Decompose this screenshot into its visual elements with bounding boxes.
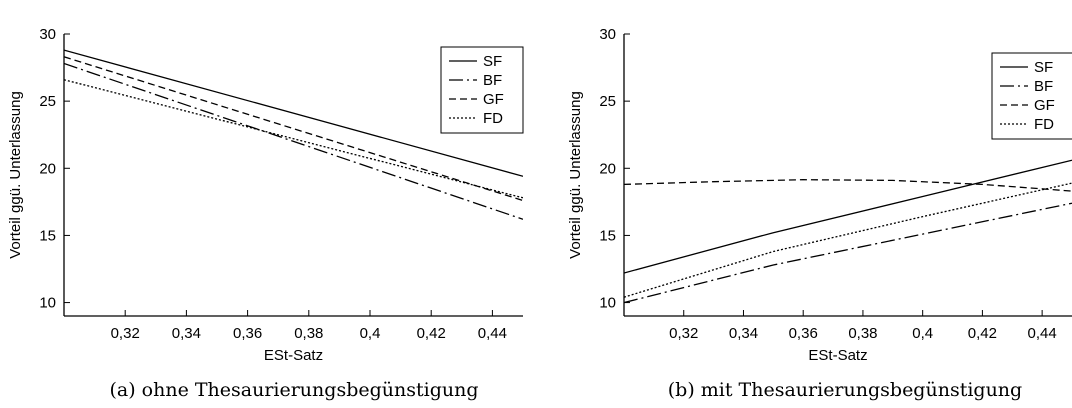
y-axis-label: Vorteil ggü. Unterlassung [567,91,584,259]
x-tick-label: 0,44 [478,325,507,342]
series-line-sf [624,159,1072,274]
y-tick-label: 15 [599,227,616,244]
chart-panel-b: 10 15 20 25 30 0,32 0,34 0,36 0,38 0,4 0,42 0,44 ESt… [567,26,1072,401]
x-tick-label: 0,4 [912,325,933,342]
x-tick-label: 0,34 [729,325,758,342]
x-tick-label: 0,42 [417,325,446,342]
y-tick-label: 30 [39,26,56,43]
x-tick-label: 0,36 [233,325,262,342]
series-line-sf [64,49,523,177]
y-axis-label: Vorteil ggü. Unterlassung [7,91,24,259]
panel-caption: (a) ohne Thesaurierungsbegünstigung [109,379,478,401]
x-tick-label: 0,42 [968,325,997,342]
series-line-gf [624,179,1072,192]
panel-caption: (b) mit Thesaurierungsbegünstigung [668,379,1022,401]
legend-label-fd: FD [1034,116,1054,133]
legend: SF BF GF FD [440,46,524,134]
series-line-gf [64,56,523,202]
x-tick-label: 0,36 [789,325,818,342]
legend-box [991,52,1072,140]
y-tick-label: 25 [599,93,616,110]
series-line-bf [64,62,523,220]
legend-label-gf: GF [1034,97,1055,114]
x-tick-label: 0,44 [1028,325,1057,342]
legend: SF BF GF FD [991,52,1072,140]
series-line-fd [64,79,523,199]
x-tick-label: 0,32 [111,325,140,342]
legend-label-fd: FD [483,110,503,127]
series-group [64,49,523,220]
y-tick-label: 30 [599,26,616,43]
x-tick-label: 0,38 [294,325,323,342]
y-tick-label: 10 [39,295,56,312]
chart-panel-a: 10 15 20 25 30 0,32 0,34 0,36 0,38 0,4 0,42 0,44 ESt… [7,26,524,401]
series-line-fd [624,182,1072,298]
y-tick-label: 20 [39,160,56,177]
x-tick-label: 0,34 [172,325,201,342]
series-line-bf [624,202,1072,304]
x-tick-label: 0,4 [360,325,381,342]
legend-label-gf: GF [483,91,504,108]
x-tick-label: 0,38 [848,325,877,342]
y-tick-label: 20 [599,160,616,177]
legend-label-sf: SF [483,53,502,70]
legend-label-bf: BF [1034,78,1053,95]
x-axis-label: ESt-Satz [264,347,323,364]
x-axis-label: ESt-Satz [808,347,867,364]
y-tick-label: 10 [599,295,616,312]
y-tick-label: 15 [39,227,56,244]
legend-box [440,46,524,134]
series-group [624,159,1072,304]
x-tick-label: 0,32 [669,325,698,342]
y-tick-label: 25 [39,93,56,110]
legend-label-bf: BF [483,72,502,89]
legend-label-sf: SF [1034,59,1053,76]
